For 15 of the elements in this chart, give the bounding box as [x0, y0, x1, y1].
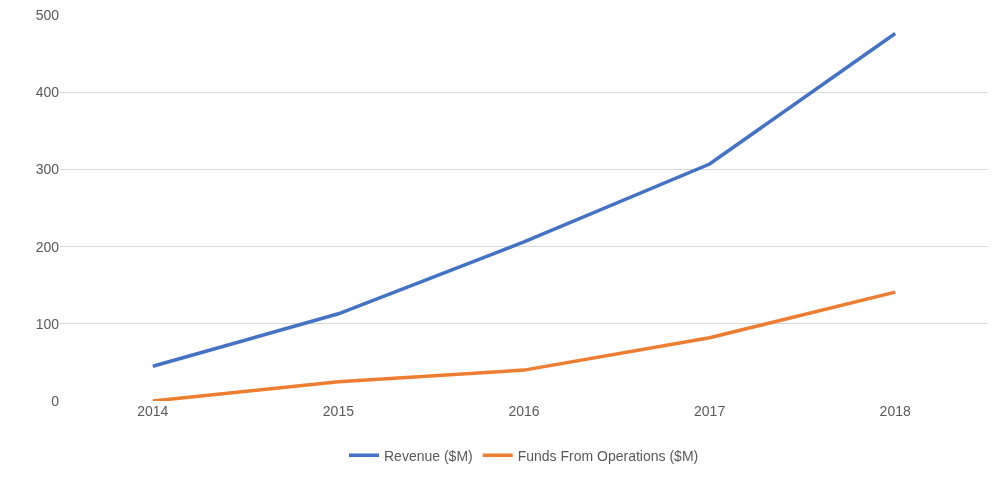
legend-label: Funds From Operations ($M): [517, 447, 699, 464]
legend-label: Revenue ($M): [384, 447, 473, 464]
y-tick-label: 200: [35, 238, 60, 255]
x-tick-label: 2018: [879, 403, 911, 419]
line-series: [151, 290, 897, 401]
x-tick-label: 2014: [137, 403, 169, 419]
line-series: [151, 31, 897, 369]
y-tick-label: 0: [51, 392, 60, 409]
y-tick-label: 500: [35, 6, 60, 23]
y-tick-label: 400: [35, 84, 60, 101]
y-tick-label: 100: [35, 315, 60, 332]
x-tick-label: 2016: [508, 403, 540, 419]
x-tick-label: 2017: [694, 403, 726, 419]
y-tick-label: 300: [35, 161, 60, 178]
x-tick-label: 2015: [322, 403, 355, 419]
